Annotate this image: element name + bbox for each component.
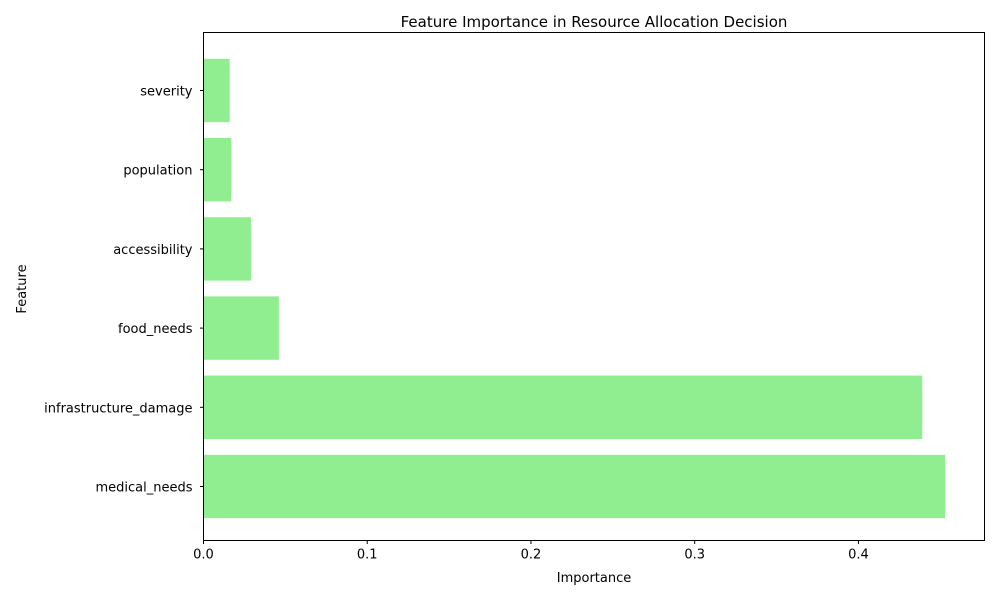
bar-infrastructure_damage [203,375,923,439]
y-tick-label: accessibility [113,243,193,258]
bar-population [203,138,232,202]
x-axis-label: Importance [557,571,632,586]
x-axis-ticks: 0.0 0.1 0.2 0.3 0.4 [193,540,869,563]
x-tick-label: 0.3 [684,548,705,563]
y-tick-label: food_needs [118,322,193,337]
bar-medical_needs [203,454,946,519]
bars-group [203,58,946,519]
bar-food_needs [203,296,279,360]
bar-accessibility [203,217,251,281]
x-tick-label: 0.0 [193,548,214,563]
plot-frame [203,32,985,541]
bar-severity [203,58,230,123]
y-tick-label: infrastructure_damage [44,401,192,416]
y-tick-label: medical_needs [95,481,192,496]
chart-title: Feature Importance in Resource Allocatio… [401,13,788,31]
x-tick-label: 0.2 [521,548,542,563]
x-tick-label: 0.1 [357,548,378,563]
y-tick-label: severity [140,85,193,100]
y-axis-label: Feature [15,264,30,313]
y-tick-label: population [123,164,192,179]
x-tick-label: 0.4 [848,548,869,563]
y-axis-ticks: medical_needs infrastructure_damage food_n… [44,85,204,496]
